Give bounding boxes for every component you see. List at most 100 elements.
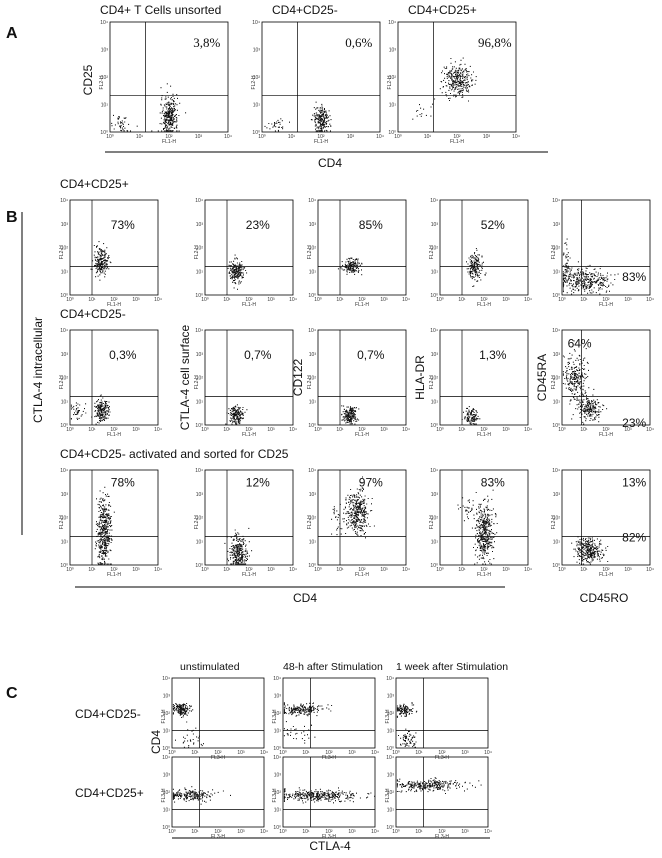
channel-label: FL3-H [272, 788, 278, 802]
tick-label: 10³ [387, 694, 395, 700]
tick-label: 10³ [101, 48, 109, 54]
tick-label: 10¹ [415, 750, 423, 756]
channel-label: FL2-H [429, 375, 435, 389]
plot-frame [171, 756, 265, 828]
tick-label: 10³ [196, 352, 204, 358]
percentage: 13% [622, 475, 646, 489]
tick-label: 10³ [502, 297, 510, 303]
channel-label: FL1-H [355, 432, 369, 438]
plot-frame [261, 21, 381, 133]
tick-label: 10³ [461, 750, 469, 756]
channel-label: FL1-H [477, 432, 491, 438]
tick-label: 10¹ [458, 567, 466, 573]
plot-frame [109, 21, 229, 133]
channel-label: FL3-H [385, 788, 391, 802]
tick-label: 10⁰ [162, 825, 170, 831]
tick-label: 10⁴ [100, 20, 108, 26]
channel-label: FL2-H [307, 245, 313, 259]
tick-label: 10¹ [302, 750, 310, 756]
plot-frame [397, 21, 517, 133]
tick-label: 10⁰ [106, 134, 114, 140]
tick-label: 10³ [237, 829, 245, 835]
tick-label: 10¹ [163, 729, 171, 735]
tick-label: 10⁰ [168, 750, 176, 756]
channel-label: FL2-H [99, 75, 105, 89]
channel-label: FL1-H [599, 432, 613, 438]
dot-cloud [337, 257, 363, 276]
channel-label: FL2-H [59, 515, 65, 529]
tick-label: 10³ [163, 773, 171, 779]
tick-label: 10⁴ [260, 829, 268, 835]
tick-label: 10³ [461, 829, 469, 835]
dot-cloud [562, 340, 608, 425]
tick-label: 10² [196, 516, 204, 522]
tick-label: 10² [431, 376, 439, 382]
tick-label: 10³ [237, 750, 245, 756]
percentage: 96,8% [478, 35, 512, 50]
channel-label: FL3-H [211, 834, 225, 840]
column-title: 48-h after Stimulation [283, 661, 383, 673]
dot-cloud [94, 486, 115, 565]
tick-label: 10³ [624, 427, 632, 433]
tick-label: 10⁰ [66, 567, 74, 573]
row-title: CD4+CD25+ [60, 177, 129, 191]
tick-label: 10⁴ [402, 297, 410, 303]
percentage: 0,7% [357, 348, 385, 362]
tick-label: 10⁰ [60, 293, 68, 299]
channel-label: FL2-H [59, 245, 65, 259]
dot-cloud [90, 241, 112, 281]
channel-label: FL1-H [162, 139, 176, 145]
tick-label: 10² [553, 516, 561, 522]
tick-label: 10³ [389, 48, 397, 54]
tick-label: 10² [438, 750, 446, 756]
tick-label: 10⁰ [308, 563, 316, 569]
row-title: CD4+CD25+ [75, 786, 144, 800]
dot-cloud [172, 702, 204, 748]
tick-label: 10⁴ [402, 567, 410, 573]
axis-label: CTLA-4 intracellular [31, 317, 45, 423]
axis-label: CD4 [149, 730, 163, 754]
tick-label: 10⁴ [195, 198, 203, 204]
tick-label: 10¹ [553, 269, 561, 275]
tick-label: 10³ [502, 567, 510, 573]
channel-label: FL3-H [211, 755, 225, 761]
tick-label: 10⁰ [168, 829, 176, 835]
dot-cloud [341, 405, 360, 425]
tick-label: 10⁴ [154, 297, 162, 303]
tick-label: 10¹ [196, 269, 204, 275]
tick-label: 10⁰ [66, 297, 74, 303]
tick-label: 10⁴ [154, 567, 162, 573]
tick-label: 10⁴ [308, 328, 316, 334]
tick-label: 10⁰ [195, 563, 203, 569]
tick-label: 10³ [431, 492, 439, 498]
tick-label: 10⁰ [394, 134, 402, 140]
tick-label: 10² [431, 246, 439, 252]
plot-frame [395, 677, 489, 749]
channel-label: FL1-H [314, 139, 328, 145]
row-title: CD4+CD25- [75, 707, 141, 721]
tick-label: 10⁰ [552, 423, 560, 429]
channel-label: FL1-H [450, 139, 464, 145]
tick-label: 10⁴ [388, 20, 396, 26]
tick-label: 10³ [387, 773, 395, 779]
dot-cloud [457, 484, 498, 565]
tick-label: 10¹ [424, 134, 432, 140]
tick-label: 10¹ [61, 269, 69, 275]
plot-frame [561, 199, 651, 296]
tick-label: 10⁰ [430, 563, 438, 569]
tick-label: 10⁰ [552, 563, 560, 569]
channel-label: FL3-H [161, 709, 167, 723]
tick-label: 10³ [553, 222, 561, 228]
tick-label: 10² [110, 427, 118, 433]
tick-label: 10² [431, 516, 439, 522]
channel-label: FL1-H [242, 432, 256, 438]
tick-label: 10¹ [163, 808, 171, 814]
tick-label: 10² [480, 427, 488, 433]
dot-cloud [461, 406, 481, 425]
plot-frame [282, 756, 376, 828]
column-label: HLA-DR [413, 355, 427, 400]
tick-label: 10² [317, 134, 325, 140]
channel-label: FL2-H [429, 245, 435, 259]
dot-cloud [331, 476, 375, 539]
dot-cloud [70, 394, 111, 425]
